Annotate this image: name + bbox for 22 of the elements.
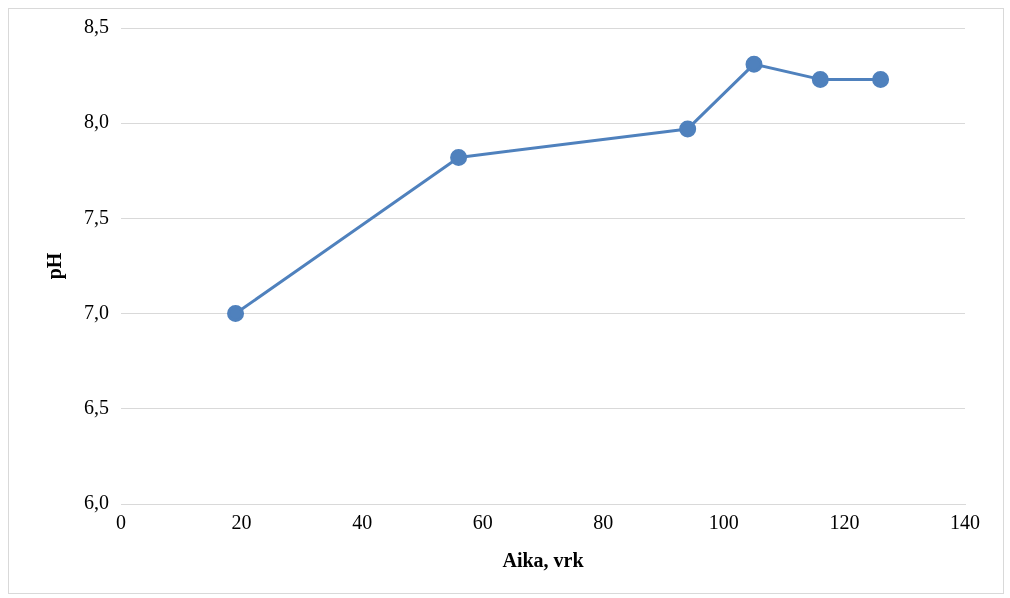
x-tick-label: 20 — [231, 511, 252, 534]
x-tick-label: 60 — [472, 511, 493, 534]
x-tick-label: 80 — [593, 511, 614, 534]
point — [227, 305, 245, 323]
y-tick-label: 7,0 — [84, 300, 109, 323]
y-tick-label: 7,5 — [84, 205, 109, 228]
point — [872, 70, 890, 88]
x-axis-title: Aika, vrk — [502, 549, 585, 572]
x-tick-label: 120 — [829, 511, 860, 534]
x-tick-label: 140 — [950, 511, 980, 534]
x-tick-label: 40 — [352, 511, 373, 534]
point — [811, 70, 829, 88]
point — [745, 55, 763, 73]
point — [679, 120, 697, 138]
y-tick-label: 6,0 — [84, 491, 109, 514]
y-tick-label: 8,0 — [84, 110, 109, 133]
point — [450, 148, 468, 166]
x-tick-label: 100 — [708, 511, 739, 534]
x-tick-label: 0 — [116, 511, 126, 534]
y-tick-label: 6,5 — [84, 396, 109, 419]
y-axis-title: pH — [43, 252, 67, 280]
y-tick-label: 8,5 — [84, 15, 109, 38]
